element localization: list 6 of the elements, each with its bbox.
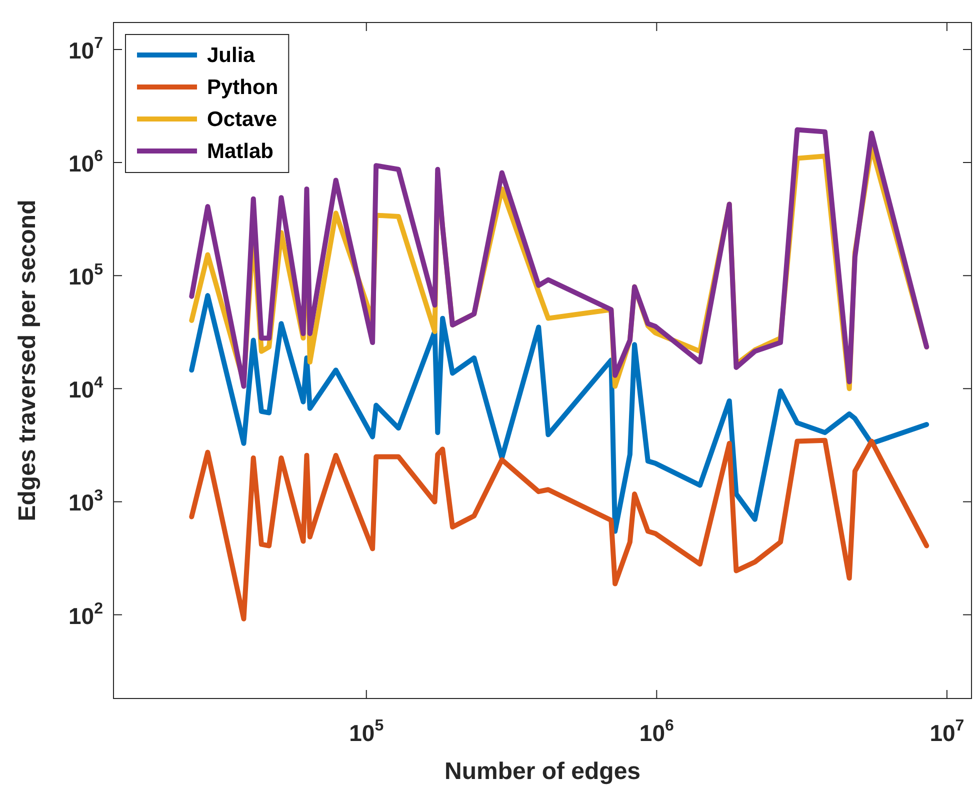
- legend-label: Python: [207, 76, 278, 99]
- legend-label: Julia: [207, 44, 256, 67]
- legend-label: Octave: [207, 108, 278, 131]
- legend-label: Matlab: [207, 140, 274, 163]
- x-axis-title: Number of edges: [444, 758, 641, 786]
- y-axis-title: Edges traversed per second: [14, 200, 42, 522]
